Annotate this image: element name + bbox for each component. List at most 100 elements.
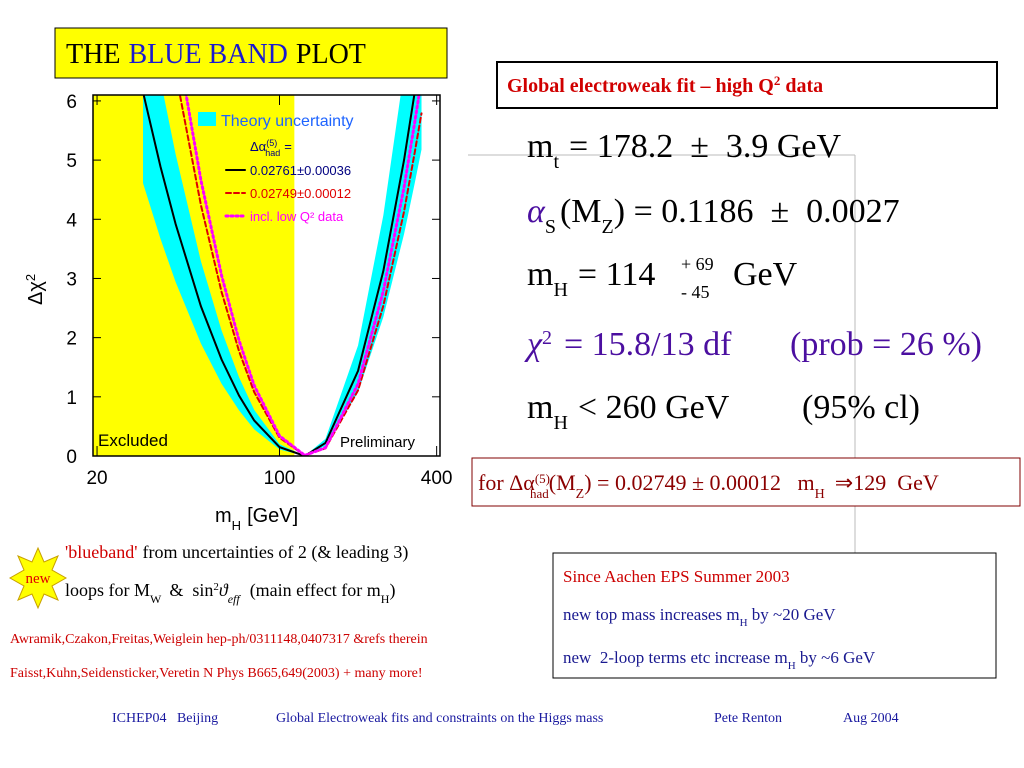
text-part: H bbox=[815, 487, 825, 502]
text-part: S bbox=[545, 216, 556, 238]
box-title-frame bbox=[496, 61, 998, 109]
text-part: H bbox=[553, 412, 567, 434]
text-part: ) = 0.02749 ± 0.00012 m bbox=[584, 470, 814, 495]
result-part: (prob = 26 %) bbox=[790, 326, 982, 363]
unit: GeV bbox=[733, 256, 798, 293]
text-part: Δα bbox=[250, 139, 267, 154]
blueband-line: 'blueband' from uncertainties of 2 (& lea… bbox=[65, 542, 408, 563]
text-part: = 178.2 ± 3.9 GeV bbox=[569, 128, 841, 165]
text-part: by ~20 GeV bbox=[748, 605, 837, 624]
x-tick-label: 400 bbox=[421, 468, 453, 489]
annotation: Excluded bbox=[98, 431, 168, 450]
annotation: Preliminary bbox=[340, 434, 416, 451]
since-line: new top mass increases mH by ~20 GeV bbox=[563, 605, 836, 629]
y-tick-label: 3 bbox=[66, 269, 77, 290]
title-part: THE bbox=[66, 39, 120, 70]
text-part: H bbox=[232, 518, 241, 533]
reference: Awramik,Czakon,Freitas,Weiglein hep-ph/0… bbox=[10, 632, 428, 647]
new-badge bbox=[8, 546, 68, 610]
text-part: (M bbox=[560, 193, 602, 230]
footer-text: Pete Renton bbox=[714, 711, 782, 726]
uncertainty-band bbox=[143, 95, 422, 456]
text-part: (main effect for m bbox=[250, 580, 381, 601]
result-line: αS (MZ) = 0.1186 ± 0.0027 bbox=[527, 193, 900, 238]
since-line: new 2-loop terms etc increase mH by ~6 G… bbox=[563, 648, 876, 672]
legend-title: Δα(5) had = bbox=[250, 138, 292, 158]
text-part: α bbox=[527, 193, 546, 230]
legend-swatch bbox=[198, 112, 216, 126]
footer-text: Global Electroweak fits and constraints … bbox=[276, 711, 603, 726]
text-part: m bbox=[527, 256, 553, 293]
result-line: mt = 178.2 ± 3.9 GeV bbox=[527, 128, 841, 173]
badge-text: new bbox=[26, 571, 51, 587]
x-tick-label: 20 bbox=[86, 468, 107, 489]
text-part: W bbox=[150, 592, 162, 606]
title-box bbox=[54, 27, 448, 79]
result-line: mH = 114 bbox=[527, 256, 655, 301]
text-part: Global electroweak fit – high Q bbox=[507, 75, 774, 97]
legend-label: 0.02749±0.00012 bbox=[250, 186, 351, 201]
result-line: mH < 260 GeV bbox=[527, 389, 730, 434]
y-axis-label: Δχ2 bbox=[23, 274, 48, 305]
y-tick-label: 5 bbox=[66, 151, 77, 172]
slide-title: THE BLUE BAND PLOT bbox=[66, 39, 366, 70]
text-part: Z bbox=[576, 487, 585, 502]
text-part: 2 bbox=[774, 73, 781, 88]
lower-error: - 45 bbox=[681, 282, 710, 302]
y-tick-label: 4 bbox=[66, 210, 77, 231]
box-title: Global electroweak fit – high Q2 data bbox=[507, 73, 823, 98]
footer-text: ICHEP04 Beijing bbox=[112, 711, 218, 726]
text-part: H bbox=[740, 617, 748, 629]
x-axis-label: mH [GeV] bbox=[215, 505, 298, 533]
note: for Δα(5) had(MZ) = 0.02749 ± 0.00012 mH ⇒… bbox=[478, 470, 939, 502]
text-part: = 15.8/13 df bbox=[564, 326, 732, 363]
since-line: Since Aachen EPS Summer 2003 bbox=[563, 567, 790, 586]
text-part: had bbox=[265, 148, 280, 158]
text-part: = bbox=[284, 139, 292, 154]
text-part: (5) bbox=[535, 471, 550, 486]
text-part: < 260 GeV bbox=[578, 389, 730, 426]
legend-label: incl. low Q² data bbox=[250, 209, 344, 224]
text-part: 2 bbox=[542, 327, 552, 349]
text-part: ϑ bbox=[219, 580, 229, 600]
text-part: 'blueband' bbox=[65, 542, 137, 562]
text-part: new 2-loop terms etc increase m bbox=[563, 648, 788, 667]
blueband-line: loops for MW & sin2ϑeff (main effect for m… bbox=[65, 580, 395, 606]
text-part: (5) bbox=[266, 138, 277, 148]
text-part: (M bbox=[549, 470, 576, 495]
y-tick-label: 0 bbox=[66, 447, 77, 468]
text-part: had bbox=[530, 486, 549, 501]
text-part: from uncertainties of 2 (& leading 3) bbox=[142, 542, 408, 563]
text-part: 2 bbox=[23, 274, 38, 281]
legend-label: Theory uncertainty bbox=[221, 113, 354, 130]
text-part: [GeV] bbox=[247, 505, 298, 527]
title-part: BLUE BAND bbox=[128, 39, 287, 70]
text-part: ⇒129 GeV bbox=[835, 470, 939, 495]
text-part: m bbox=[215, 505, 232, 527]
text-part: ) = 0.1186 ± 0.0027 bbox=[614, 193, 900, 230]
text-part: eff bbox=[228, 592, 242, 606]
upper-error: + 69 bbox=[681, 254, 714, 274]
text-part: m bbox=[527, 389, 553, 426]
text-part: Δχ bbox=[25, 281, 47, 305]
text-part: ) bbox=[389, 580, 395, 601]
text-part: & sin bbox=[169, 580, 213, 600]
y-tick-label: 2 bbox=[66, 329, 77, 350]
y-tick-label: 1 bbox=[66, 388, 77, 409]
y-tick-label: 6 bbox=[66, 92, 77, 113]
text-part: m bbox=[527, 128, 553, 165]
reference: Faisst,Kuhn,Seidensticker,Veretin N Phys… bbox=[10, 666, 423, 681]
text-part: H bbox=[381, 592, 390, 606]
title-part: PLOT bbox=[296, 39, 366, 70]
footer-text: Aug 2004 bbox=[843, 711, 899, 726]
result-line: χ2 = 15.8/13 df bbox=[524, 326, 732, 363]
legend-label: 0.02761±0.00036 bbox=[250, 163, 351, 178]
text-part: for Δα bbox=[478, 470, 535, 495]
text-part: χ bbox=[524, 326, 543, 363]
text-part: loops for M bbox=[65, 580, 150, 600]
text-part: 2 bbox=[213, 581, 219, 593]
x-tick-label: 100 bbox=[264, 468, 296, 489]
